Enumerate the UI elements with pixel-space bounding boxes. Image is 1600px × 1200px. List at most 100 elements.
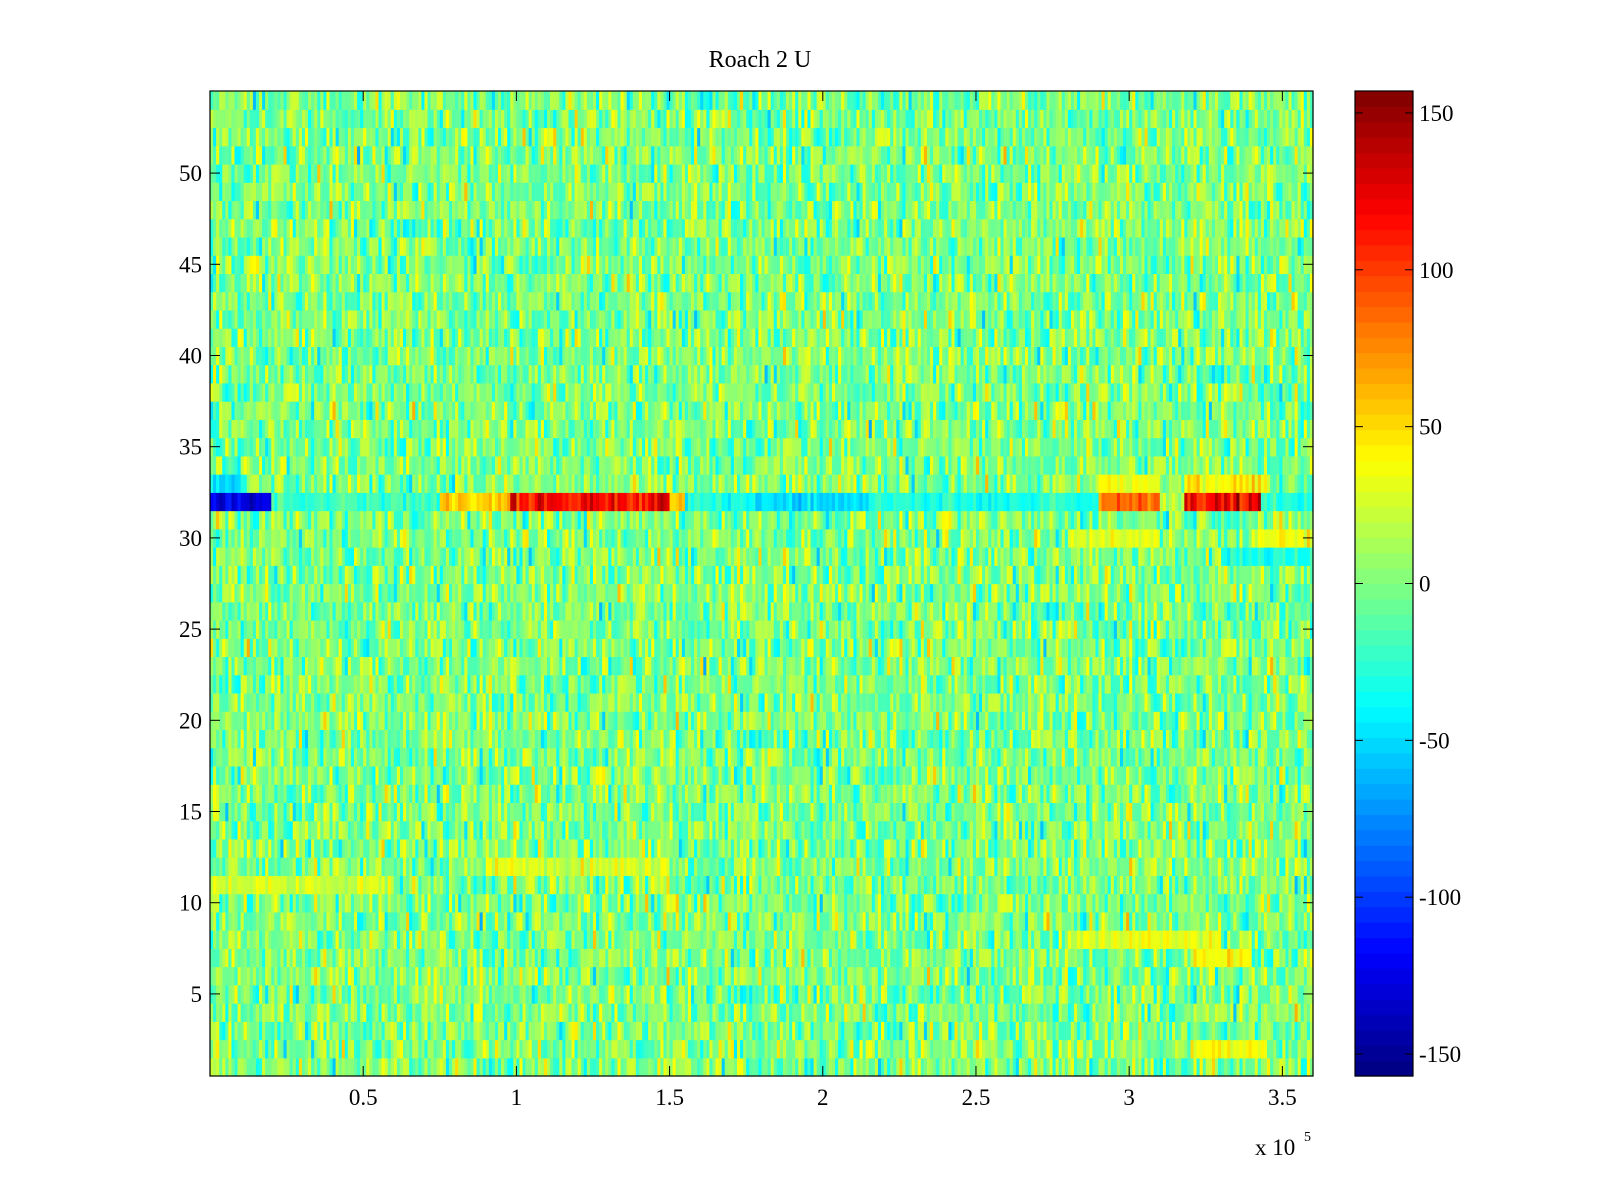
heatmap-cell [1300,966,1305,986]
heatmap-cell [642,1039,646,1059]
heatmap-cell [1273,1021,1277,1041]
heatmap-cell [599,1003,603,1022]
heatmap-cell [694,893,698,913]
heatmap-cell [638,1003,643,1022]
heatmap-cell [776,857,781,876]
heatmap-cell [1233,1057,1237,1077]
heatmap-cell [1080,893,1084,913]
heatmap-cell [1018,911,1023,931]
heatmap-cell [782,911,787,931]
heatmap-cell [289,875,294,895]
heatmap-cell [1129,875,1133,895]
heatmap-cell [764,948,769,968]
heatmap-cell [871,984,876,1004]
heatmap-cell [678,1057,683,1077]
heatmap-cell [663,893,668,913]
heatmap-cell [237,893,242,913]
heatmap-cell [1169,984,1173,1004]
heatmap-cell [1095,984,1100,1004]
heatmap-cell [298,930,303,949]
heatmap-cell [602,1039,606,1059]
heatmap-cell [1018,893,1023,913]
heatmap-cell [390,1039,395,1059]
heatmap-cell [1153,930,1158,949]
heatmap-cell [1260,1021,1265,1041]
heatmap-cell [880,948,885,968]
heatmap-cell [758,1057,763,1077]
heatmap-cell [1196,1021,1201,1041]
heatmap-cell [399,1057,404,1077]
heatmap-cell [1196,984,1201,1004]
heatmap-cell [1162,948,1167,968]
heatmap-cell [1205,911,1210,931]
heatmap-cell [632,1057,637,1077]
heatmap-cell [347,875,352,895]
heatmap-cell [556,930,560,949]
heatmap-cell [1251,948,1256,968]
heatmap-cell [583,948,588,968]
heatmap-cell [433,984,438,1004]
heatmap-cell [455,966,459,986]
heatmap-cell [259,893,263,913]
heatmap-cell [899,1003,904,1022]
heatmap-cell [1162,1003,1167,1022]
heatmap-cell [592,966,597,986]
heatmap-cell [277,893,282,913]
heatmap-cell [985,893,989,913]
heatmap-cell [749,966,753,986]
heatmap-cell [519,893,524,913]
heatmap-cell [568,875,573,895]
heatmap-cell [1193,893,1198,913]
heatmap-cell [642,893,646,913]
heatmap-cell [614,893,619,913]
heatmap-cell [1058,911,1063,931]
heatmap-cell [562,1057,567,1077]
heatmap-cell [1061,893,1066,913]
heatmap-cell [479,911,484,931]
heatmap-cell [1095,875,1100,895]
heatmap-cell [825,966,830,986]
heatmap-cell [317,930,321,949]
heatmap-cell [513,857,517,876]
heatmap-cell [1245,911,1250,931]
heatmap-cell [504,875,508,895]
heatmap-cell [911,875,916,895]
heatmap-cell [378,1039,383,1059]
heatmap-cell [338,948,343,968]
heatmap-cell [341,1021,346,1041]
heatmap-cell [810,948,815,968]
heatmap-cell [344,911,349,931]
heatmap-cell [602,857,606,876]
heatmap-cell [792,1021,796,1041]
heatmap-cell [1159,857,1164,876]
heatmap-cell [779,1057,784,1077]
heatmap-cell [1110,893,1115,913]
heatmap-cell [666,875,671,895]
heatmap-cell [467,875,472,895]
heatmap-cell [850,893,855,913]
heatmap-cell [265,875,269,895]
heatmap-cell [972,1057,977,1077]
heatmap-cell [522,875,527,895]
heatmap-cell [553,966,557,986]
heatmap-cell [764,984,769,1004]
heatmap-cell [856,1003,861,1022]
heatmap-cell [525,966,530,986]
heatmap-cell [347,930,352,949]
heatmap-cell [1230,875,1234,895]
heatmap-cell [1000,1057,1005,1077]
heatmap-cell [966,930,971,949]
heatmap-cell [936,948,940,968]
heatmap-cell [295,875,300,895]
heatmap-cell [323,1003,328,1022]
heatmap-cell [491,911,496,931]
heatmap-cell [782,984,787,1004]
heatmap-cell [1257,875,1262,895]
heatmap-cell [498,1003,502,1022]
heatmap-cell [473,911,478,931]
heatmap-cell [1110,930,1115,949]
heatmap-cell [865,1057,870,1077]
heatmap-cell [1300,1021,1305,1041]
heatmap-cell [638,911,643,931]
heatmap-cell [914,1057,919,1077]
